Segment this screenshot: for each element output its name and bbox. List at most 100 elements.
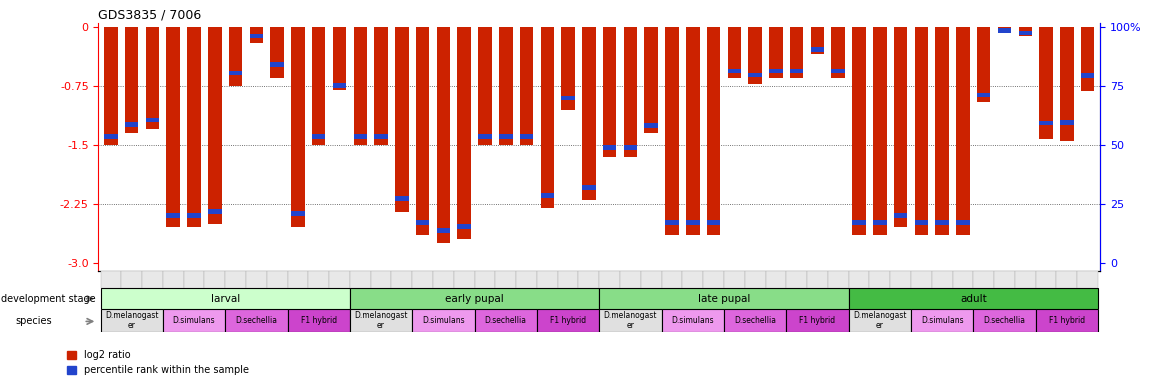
Bar [582, 185, 595, 190]
Bar [520, 27, 534, 145]
Bar [936, 27, 948, 235]
Bar [790, 27, 804, 78]
Bar [703, 271, 724, 288]
Bar [831, 69, 845, 73]
Bar [287, 309, 350, 332]
Bar [786, 271, 807, 288]
Bar [1060, 120, 1073, 125]
Bar [520, 134, 534, 139]
Bar [1019, 31, 1032, 35]
Bar [786, 309, 849, 332]
Bar [790, 69, 804, 73]
Bar [308, 271, 329, 288]
Bar [412, 309, 475, 332]
Bar [437, 27, 450, 243]
Bar [266, 271, 287, 288]
Bar [891, 271, 911, 288]
Bar [291, 211, 305, 216]
Bar [374, 134, 388, 139]
Bar [496, 271, 516, 288]
Bar [478, 27, 492, 145]
Bar [353, 27, 367, 145]
Text: GDS3835 / 7006: GDS3835 / 7006 [98, 9, 201, 22]
Bar [665, 220, 679, 225]
Bar [437, 228, 450, 233]
Text: development stage: development stage [1, 294, 96, 304]
Bar [271, 27, 284, 78]
Bar [271, 63, 284, 67]
Bar [163, 271, 184, 288]
Bar [724, 309, 786, 332]
Bar [391, 271, 412, 288]
Bar [1014, 271, 1035, 288]
Bar [374, 27, 388, 145]
Legend: log2 ratio, percentile rank within the sample: log2 ratio, percentile rank within the s… [63, 346, 254, 379]
Bar [599, 288, 849, 309]
Bar [312, 134, 325, 139]
Bar [831, 27, 845, 78]
Bar [167, 27, 179, 227]
Bar [142, 271, 163, 288]
Bar [811, 47, 824, 52]
Bar [205, 271, 225, 288]
Bar [894, 27, 908, 227]
Bar [957, 27, 969, 235]
Text: D.sechellia: D.sechellia [983, 316, 1026, 325]
Text: D.sechellia: D.sechellia [485, 316, 527, 325]
Text: D.sechellia: D.sechellia [734, 316, 776, 325]
Bar [994, 271, 1014, 288]
Bar [245, 271, 266, 288]
Bar [433, 271, 454, 288]
Bar [312, 27, 325, 145]
Bar [807, 271, 828, 288]
Bar [167, 213, 179, 218]
Bar [1080, 73, 1094, 78]
Bar [229, 71, 242, 75]
Bar [1056, 271, 1077, 288]
Bar [894, 213, 908, 218]
Text: F1 hybrid: F1 hybrid [799, 316, 836, 325]
Text: D.melanogast
er: D.melanogast er [105, 311, 159, 330]
Bar [475, 309, 537, 332]
Bar [645, 123, 658, 128]
Bar [1035, 271, 1056, 288]
Bar [371, 271, 391, 288]
Text: D.sechellia: D.sechellia [235, 316, 278, 325]
Bar [582, 27, 595, 200]
Text: D.simulans: D.simulans [422, 316, 464, 325]
Bar [225, 309, 287, 332]
Bar [915, 27, 928, 235]
Bar [849, 309, 911, 332]
Bar [603, 27, 616, 157]
Bar [849, 288, 1098, 309]
Bar [911, 271, 932, 288]
Text: late pupal: late pupal [698, 293, 750, 304]
Bar [870, 271, 891, 288]
Bar [932, 271, 953, 288]
Bar [957, 220, 969, 225]
Bar [828, 271, 849, 288]
Bar [332, 83, 346, 88]
Bar [499, 134, 513, 139]
Bar [104, 134, 118, 139]
Bar [706, 220, 720, 225]
Bar [769, 27, 783, 78]
Text: D.melanogast
er: D.melanogast er [603, 311, 658, 330]
Bar [1035, 309, 1098, 332]
Bar [686, 27, 699, 235]
Bar [769, 69, 783, 73]
Bar [620, 271, 640, 288]
Bar [457, 224, 471, 229]
Text: species: species [15, 316, 52, 326]
Bar [188, 213, 200, 218]
Bar [350, 271, 371, 288]
Bar [748, 73, 762, 78]
Bar [998, 27, 1011, 33]
Bar [541, 193, 554, 197]
Bar [541, 27, 554, 208]
Bar [562, 27, 574, 109]
Bar [852, 220, 866, 225]
Bar [475, 271, 496, 288]
Bar [287, 271, 308, 288]
Bar [350, 309, 412, 332]
